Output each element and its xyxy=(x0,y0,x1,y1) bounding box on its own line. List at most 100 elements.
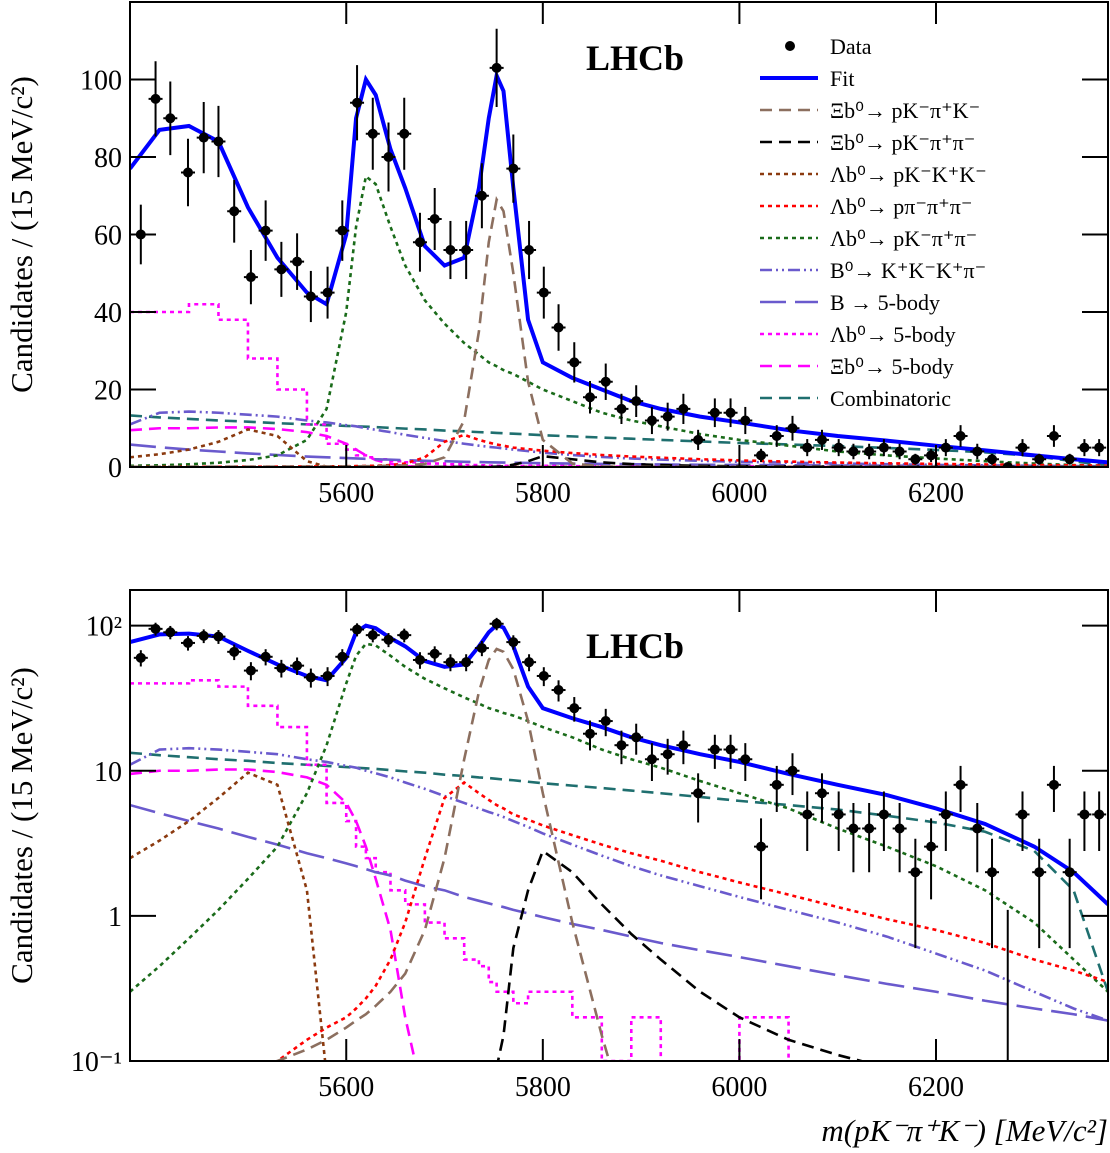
data-point xyxy=(399,128,410,139)
data-point xyxy=(678,740,689,751)
data-point xyxy=(524,657,535,668)
x-axis-title: m(pK⁻π⁺K⁻) [MeV/c²] xyxy=(821,1113,1108,1148)
y-tick-label: 10² xyxy=(86,612,122,643)
data-point xyxy=(585,728,596,739)
data-point xyxy=(276,264,287,275)
data-point xyxy=(987,867,998,878)
data-point xyxy=(1002,462,1013,467)
data-point xyxy=(816,434,827,445)
curve xyxy=(496,848,867,1061)
y-tick-label: 80 xyxy=(94,143,122,174)
data-point xyxy=(508,163,519,174)
data-point xyxy=(725,744,736,755)
data-point xyxy=(646,415,657,426)
data-point xyxy=(740,754,751,765)
data-point xyxy=(553,322,564,333)
data-point xyxy=(709,744,720,755)
data-point xyxy=(878,442,889,453)
data-point xyxy=(569,357,580,368)
data-point xyxy=(787,765,798,776)
data-point xyxy=(383,634,394,645)
data-point xyxy=(414,654,425,665)
legend-label: Λb⁰→ pK⁻π⁺π⁻ xyxy=(830,226,977,251)
legend-label: Ξb⁰→ 5-body xyxy=(830,354,954,379)
data-point xyxy=(491,62,502,73)
legend-label: Combinatoric xyxy=(830,386,951,411)
data-point xyxy=(429,648,440,659)
data-point xyxy=(383,152,394,162)
y-tick-label: 0 xyxy=(108,453,122,484)
data-point xyxy=(771,779,782,790)
y-tick-label: 1 xyxy=(108,902,122,933)
y-tick-label: 20 xyxy=(94,376,122,407)
y-tick-label: 60 xyxy=(94,221,122,252)
data-point xyxy=(864,446,875,457)
data-point xyxy=(569,703,580,714)
data-point xyxy=(1034,454,1045,465)
curve xyxy=(130,642,1108,993)
data-point xyxy=(1064,454,1075,465)
data-point xyxy=(508,637,519,648)
legend-label: Data xyxy=(830,34,872,59)
data-point xyxy=(894,823,905,834)
y-tick-label: 40 xyxy=(94,298,122,329)
legend-label: B⁰→ K⁺K⁻K⁺π⁻ xyxy=(830,258,986,283)
data-point xyxy=(524,245,535,255)
data-point xyxy=(646,754,657,765)
legend-marker xyxy=(785,41,795,51)
data-point xyxy=(678,403,689,414)
data-point xyxy=(352,97,363,108)
curve xyxy=(130,414,1108,467)
data-point xyxy=(693,788,704,799)
y-axis-title: Candidates / (15 MeV/c²) xyxy=(4,667,39,984)
data-point xyxy=(725,407,736,418)
data-point xyxy=(165,627,176,638)
data-point xyxy=(955,779,966,790)
data-point xyxy=(461,657,472,668)
data-point xyxy=(1064,867,1075,878)
data-point xyxy=(910,454,921,465)
data-point xyxy=(429,214,440,224)
data-point xyxy=(616,740,627,751)
legend: Data Fit Ξb⁰→ pK⁻π⁺K⁻ Ξb⁰→ pK⁻π⁺π⁻ Λb⁰→ pK⁻K… xyxy=(760,34,987,411)
data-point xyxy=(245,272,256,283)
legend-label: Λb⁰→ pK⁻K⁺K⁻ xyxy=(830,162,987,187)
data-point xyxy=(1048,779,1059,790)
data-point xyxy=(787,423,798,434)
data-point xyxy=(367,128,378,139)
data-point xyxy=(1034,867,1045,878)
data-point xyxy=(600,716,611,727)
data-point xyxy=(816,788,827,799)
data-point xyxy=(926,841,937,852)
x-tick-label: 5600 xyxy=(318,478,374,509)
x-tick-label: 6000 xyxy=(711,478,767,509)
data-point xyxy=(213,631,224,642)
data-point xyxy=(367,630,378,641)
data-point xyxy=(1094,442,1105,453)
data-point xyxy=(260,651,271,662)
data-point xyxy=(585,392,596,403)
x-tick-label: 6200 xyxy=(908,478,964,509)
data-point xyxy=(135,652,146,663)
data-point xyxy=(1048,431,1059,441)
y-axis-title: Candidates / (15 MeV/c²) xyxy=(4,76,39,393)
data-point xyxy=(662,411,673,422)
data-point xyxy=(182,637,193,648)
data-point xyxy=(337,225,348,236)
data-point xyxy=(182,167,193,178)
data-point xyxy=(445,245,456,255)
data-point xyxy=(198,630,209,641)
data-point xyxy=(352,624,363,635)
data-point xyxy=(1094,809,1105,820)
data-point xyxy=(848,823,859,834)
y-tick-label: 100 xyxy=(80,66,122,97)
data-point xyxy=(833,809,844,820)
data-point xyxy=(878,809,889,820)
legend-label: B → 5-body xyxy=(830,290,940,315)
data-point xyxy=(476,190,487,201)
x-tick-label: 5600 xyxy=(318,1072,374,1103)
legend-label: Ξb⁰→ pK⁻π⁺K⁻ xyxy=(830,98,980,123)
data-point xyxy=(213,136,224,147)
data-point xyxy=(445,657,456,668)
data-point xyxy=(709,407,720,418)
